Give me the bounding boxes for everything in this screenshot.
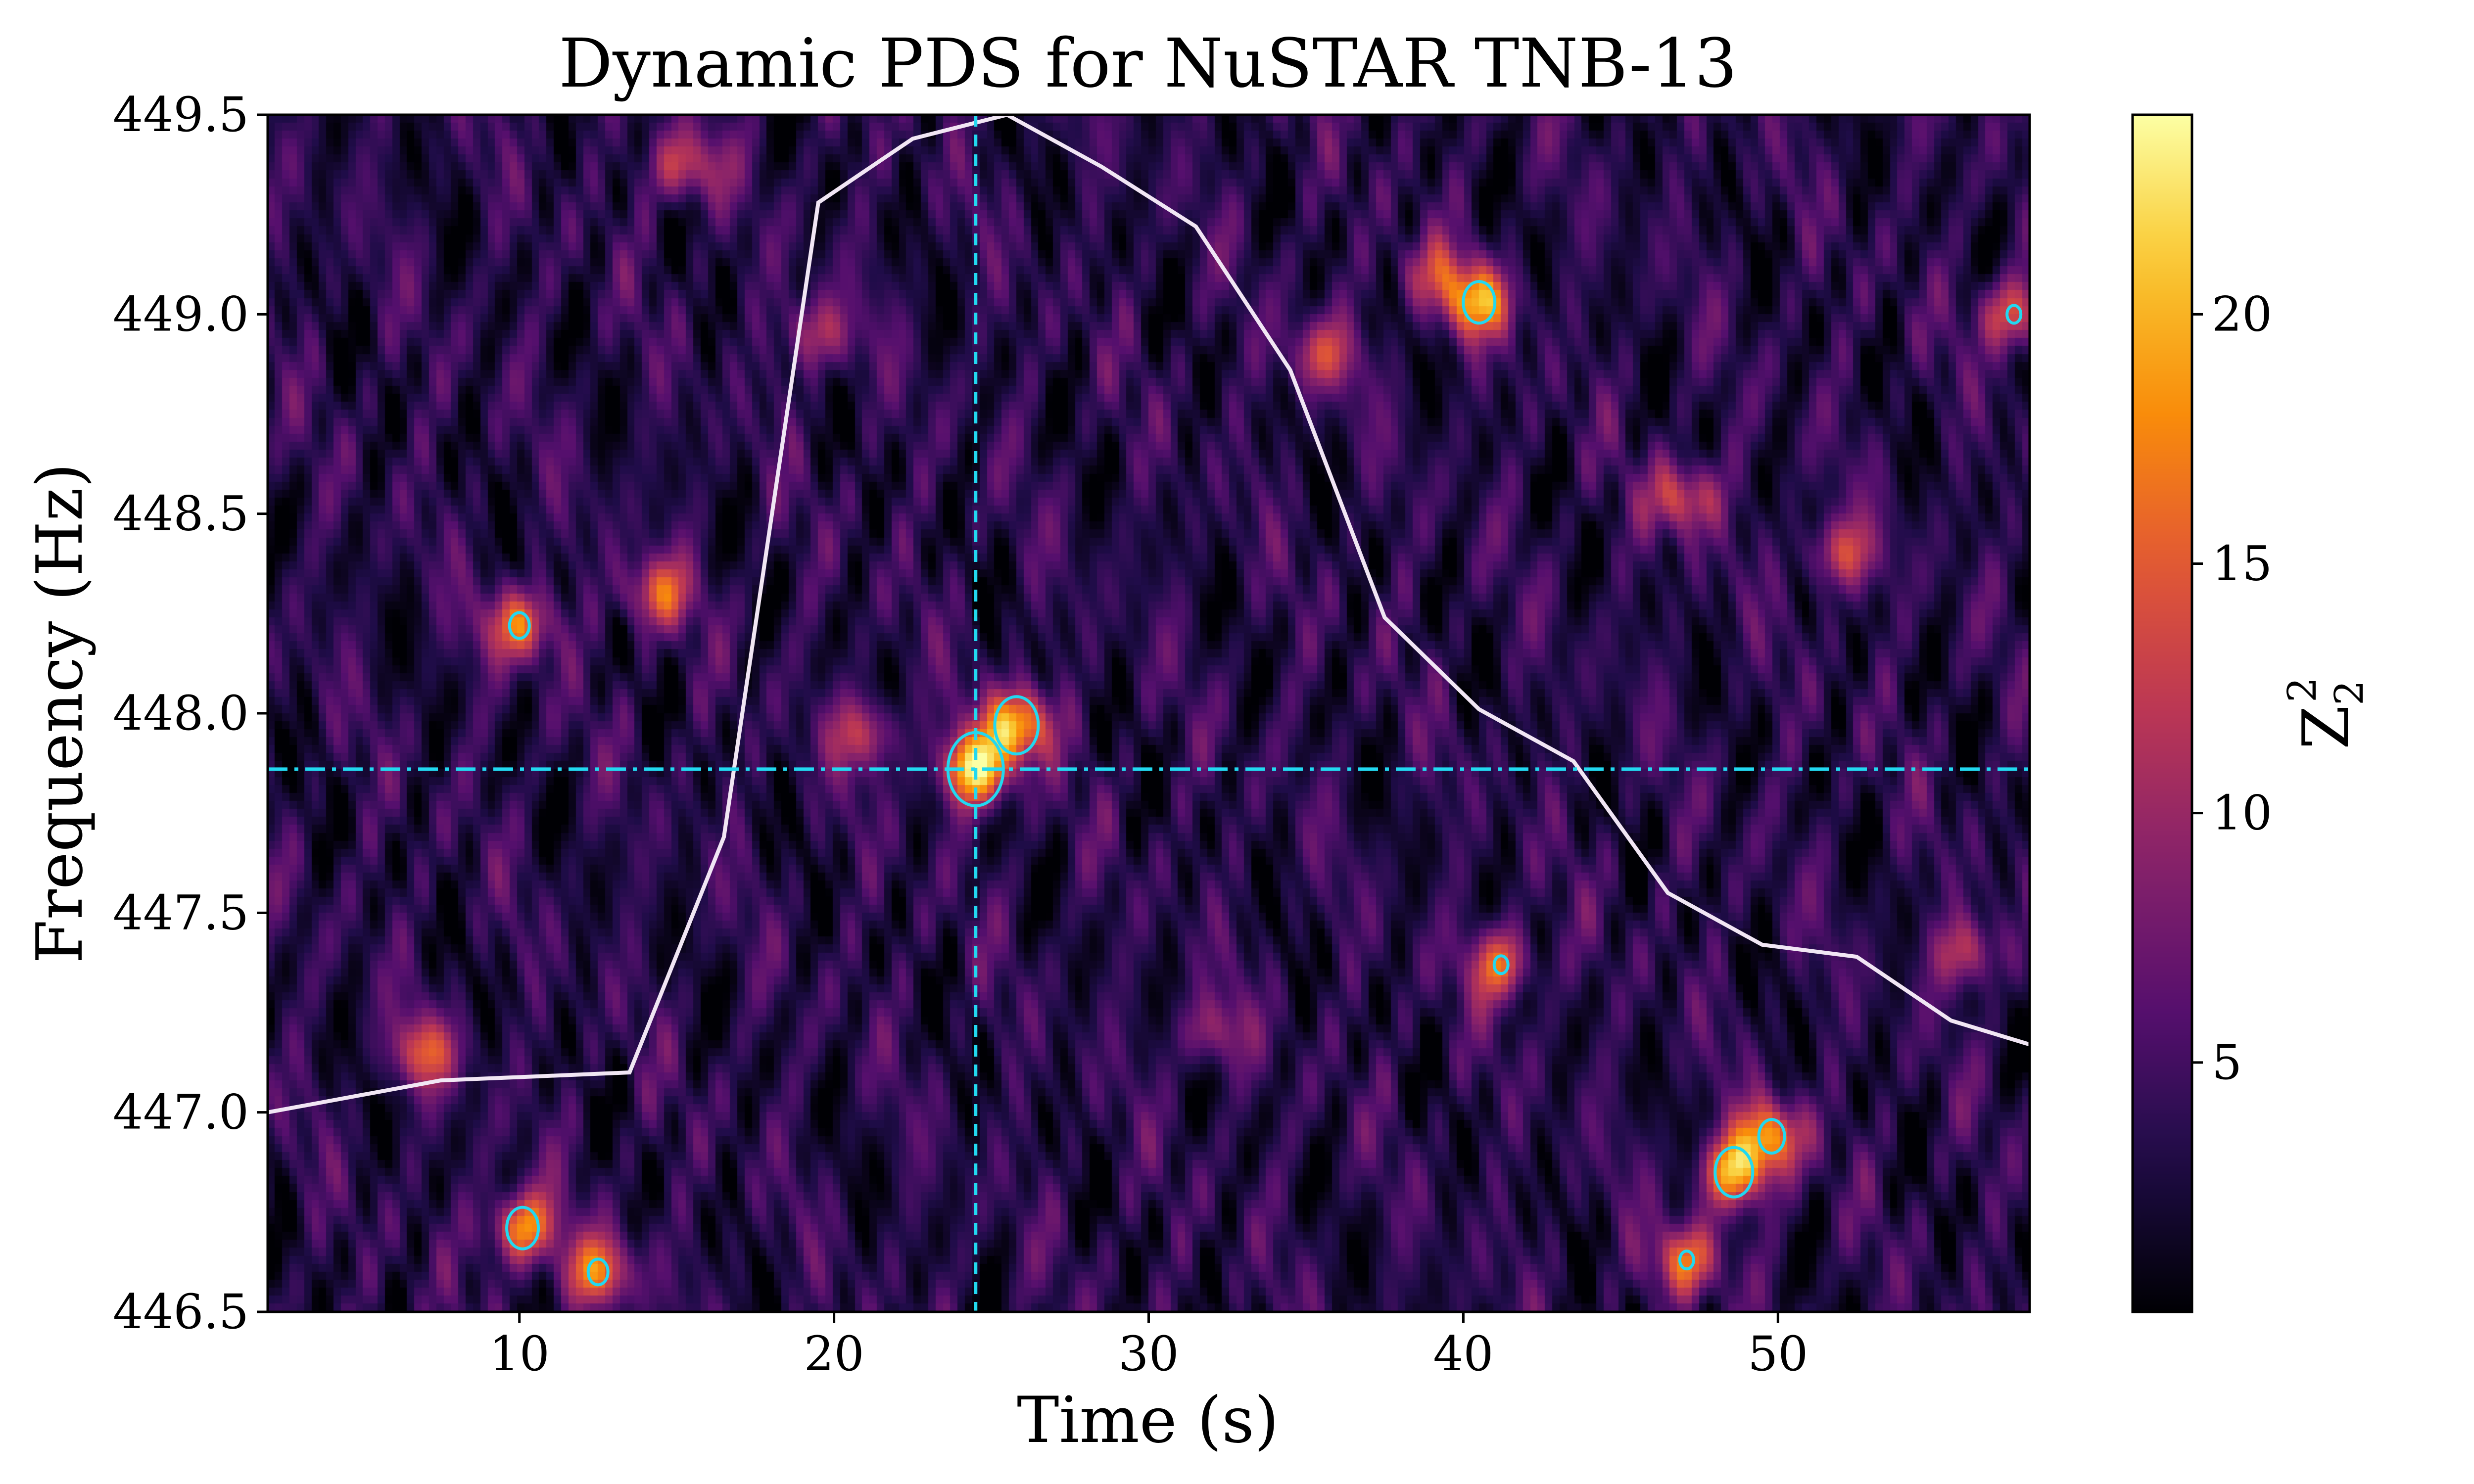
contour-marker (1757, 1118, 1786, 1155)
contour-marker (505, 1206, 540, 1251)
colorbar-label-base: Z (2289, 705, 2363, 749)
colorbar-label-sup: 2 (2279, 677, 2325, 702)
colorbar-frame (2131, 113, 2193, 1313)
x-tick-label: 50 (1748, 1326, 1808, 1382)
y-axis-label: Frequency (Hz) (23, 463, 97, 964)
x-tick-label: 30 (1118, 1326, 1179, 1382)
contour-marker (508, 611, 531, 640)
y-tick-label: 449.0 (113, 286, 249, 342)
contour-marker (2005, 304, 2023, 325)
svg-text:Z22: Z22 (2279, 677, 2372, 749)
x-tick-label: 20 (804, 1326, 864, 1382)
colorbar-gradient (2133, 115, 2192, 1312)
contour-marker (1678, 1250, 1695, 1271)
contour-marker (1492, 954, 1510, 975)
contour-marker (1462, 280, 1497, 325)
x-axis: 10 20 30 40 50 (489, 1312, 1808, 1382)
colorbar-tick-label: 10 (2212, 786, 2272, 841)
contour-marker (993, 695, 1040, 756)
y-tick-label: 446.5 (113, 1284, 249, 1340)
x-tick-label: 40 (1433, 1326, 1493, 1382)
chart-title: Dynamic PDS for NuSTAR TNB-13 (559, 25, 1737, 103)
y-axis: 446.5 447.0 447.5 448.0 448.5 449.0 449.5 (113, 87, 268, 1340)
x-tick-label: 10 (489, 1326, 550, 1382)
x-axis-label: Time (s) (1017, 1384, 1279, 1457)
colorbar-tick-label: 15 (2212, 536, 2272, 592)
contour-marker (1713, 1146, 1755, 1199)
y-tick-label: 449.5 (113, 87, 249, 142)
significance-contours (505, 280, 2023, 1287)
colorbar-label: Z22 (2279, 677, 2372, 749)
y-tick-label: 448.0 (113, 686, 249, 741)
colorbar-label-sub: 2 (2326, 680, 2372, 705)
heatmap-field (268, 115, 2030, 1312)
heatmap-plot (266, 112, 2031, 1313)
colorbar-tick-label: 20 (2212, 286, 2272, 342)
y-tick-label: 448.5 (113, 486, 249, 542)
colorbar-ticks: 5 10 15 20 (2192, 286, 2272, 1090)
y-tick-label: 447.5 (113, 885, 249, 940)
y-tick-label: 447.0 (113, 1085, 249, 1140)
light-curve-line (267, 112, 2031, 1114)
contour-marker (586, 1257, 610, 1287)
colorbar-tick-label: 5 (2212, 1035, 2242, 1090)
